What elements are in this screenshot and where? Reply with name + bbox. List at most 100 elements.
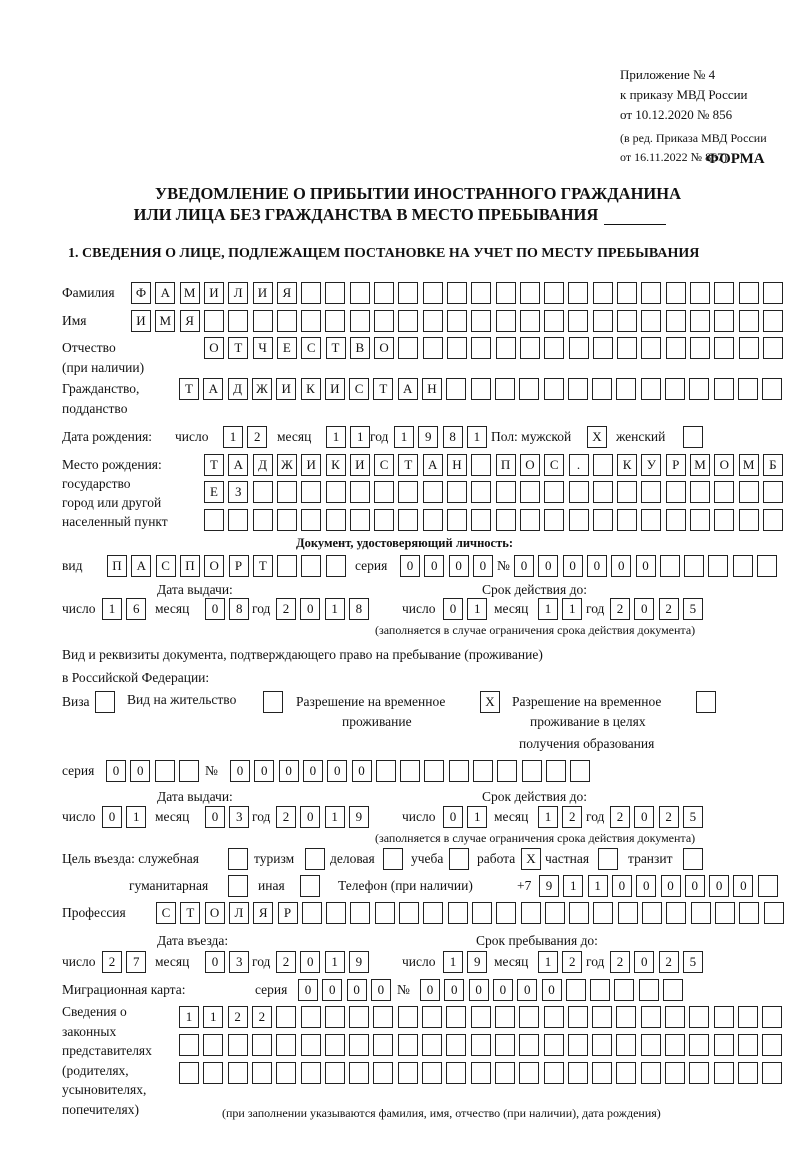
char-cell[interactable]: 8 [229, 598, 250, 620]
char-cell[interactable] [689, 1062, 710, 1084]
char-cell[interactable]: Т [204, 454, 224, 476]
char-cell[interactable]: 1 [326, 426, 346, 448]
place-blank[interactable] [604, 208, 667, 225]
char-cell[interactable] [713, 1034, 734, 1056]
char-cell[interactable]: 0 [205, 598, 225, 620]
char-cell[interactable] [689, 1034, 710, 1056]
char-cell[interactable]: М [738, 454, 759, 476]
char-cell[interactable]: 1 [538, 598, 558, 620]
char-cell[interactable] [276, 481, 297, 503]
char-cell[interactable]: Е [276, 337, 297, 359]
char-cell[interactable] [179, 1062, 199, 1084]
char-cell[interactable] [738, 337, 759, 359]
char-cell[interactable] [470, 378, 491, 400]
char-cell[interactable] [519, 282, 540, 304]
char-cell[interactable]: Л [228, 282, 249, 304]
char-cell[interactable]: 2 [658, 806, 679, 828]
char-cell[interactable]: 0 [468, 979, 489, 1001]
char-cell[interactable] [422, 1034, 442, 1056]
char-cell[interactable]: 0 [444, 979, 465, 1001]
char-cell[interactable] [593, 902, 614, 924]
char-cell[interactable] [447, 337, 467, 359]
char-cell[interactable] [301, 481, 322, 503]
char-cell[interactable]: М [690, 454, 710, 476]
char-cell[interactable]: 0 [709, 875, 730, 897]
char-cell[interactable] [374, 481, 395, 503]
char-cell[interactable]: Р [228, 555, 249, 577]
char-cell[interactable]: К [617, 454, 638, 476]
char-cell[interactable] [689, 282, 710, 304]
char-cell[interactable]: А [397, 378, 418, 400]
char-cell[interactable] [519, 1034, 540, 1056]
char-cell[interactable] [301, 509, 322, 531]
char-cell[interactable] [494, 1006, 515, 1028]
char-cell[interactable]: С [155, 555, 176, 577]
char-cell[interactable] [277, 555, 298, 577]
char-cell[interactable] [714, 282, 735, 304]
char-cell[interactable]: С [374, 454, 395, 476]
char-cell[interactable] [375, 760, 396, 782]
char-cell[interactable] [738, 509, 759, 531]
char-cell[interactable]: 0 [684, 875, 705, 897]
char-cell[interactable] [544, 282, 565, 304]
char-cell[interactable]: 9 [348, 806, 369, 828]
char-cell[interactable] [300, 875, 320, 897]
char-cell[interactable] [544, 310, 565, 332]
char-cell[interactable] [640, 378, 661, 400]
char-cell[interactable] [519, 481, 540, 503]
char-cell[interactable] [738, 310, 759, 332]
char-cell[interactable] [616, 1034, 637, 1056]
char-cell[interactable] [383, 848, 403, 870]
char-cell[interactable] [447, 902, 468, 924]
char-cell[interactable] [690, 337, 710, 359]
char-cell[interactable] [374, 902, 395, 924]
char-cell[interactable] [592, 310, 613, 332]
char-cell[interactable] [590, 979, 611, 1001]
char-cell[interactable]: 0 [420, 979, 440, 1001]
char-cell[interactable] [263, 691, 283, 713]
char-cell[interactable] [398, 509, 419, 531]
char-cell[interactable]: 2 [276, 951, 296, 973]
char-cell[interactable] [762, 337, 783, 359]
char-cell[interactable]: 2 [610, 806, 630, 828]
char-cell[interactable] [569, 902, 590, 924]
char-cell[interactable]: 0 [541, 979, 562, 1001]
char-cell[interactable]: О [204, 337, 224, 359]
char-cell[interactable]: 0 [538, 555, 559, 577]
char-cell[interactable]: 5 [682, 598, 703, 620]
char-cell[interactable]: У [641, 454, 662, 476]
char-cell[interactable] [519, 1062, 540, 1084]
char-cell[interactable]: 0 [400, 555, 420, 577]
char-cell[interactable] [519, 509, 540, 531]
char-cell[interactable] [713, 1006, 734, 1028]
char-cell[interactable] [228, 310, 249, 332]
char-cell[interactable] [739, 902, 760, 924]
char-cell[interactable]: Т [228, 337, 249, 359]
char-cell[interactable] [373, 1062, 394, 1084]
char-cell[interactable] [95, 691, 115, 713]
char-cell[interactable] [227, 1034, 248, 1056]
char-cell[interactable] [494, 1034, 515, 1056]
char-cell[interactable]: С [544, 454, 565, 476]
char-cell[interactable]: 1 [324, 598, 345, 620]
char-cell[interactable]: 1 [223, 426, 243, 448]
char-cell[interactable]: А [228, 454, 249, 476]
char-cell[interactable] [494, 1062, 515, 1084]
char-cell[interactable] [732, 555, 753, 577]
char-cell[interactable] [447, 509, 467, 531]
char-cell[interactable] [689, 310, 710, 332]
char-cell[interactable] [665, 282, 686, 304]
char-cell[interactable]: 0 [443, 598, 463, 620]
char-cell[interactable] [762, 1034, 783, 1056]
char-cell[interactable] [521, 760, 542, 782]
char-cell[interactable]: Д [252, 454, 273, 476]
char-cell[interactable]: С [301, 337, 322, 359]
char-cell[interactable] [592, 1034, 613, 1056]
char-cell[interactable] [495, 337, 516, 359]
char-cell[interactable]: З [228, 481, 249, 503]
char-cell[interactable] [422, 509, 443, 531]
char-cell[interactable]: 8 [348, 598, 369, 620]
char-cell[interactable] [638, 979, 659, 1001]
char-cell[interactable] [349, 481, 370, 503]
char-cell[interactable]: 1 [562, 598, 583, 620]
